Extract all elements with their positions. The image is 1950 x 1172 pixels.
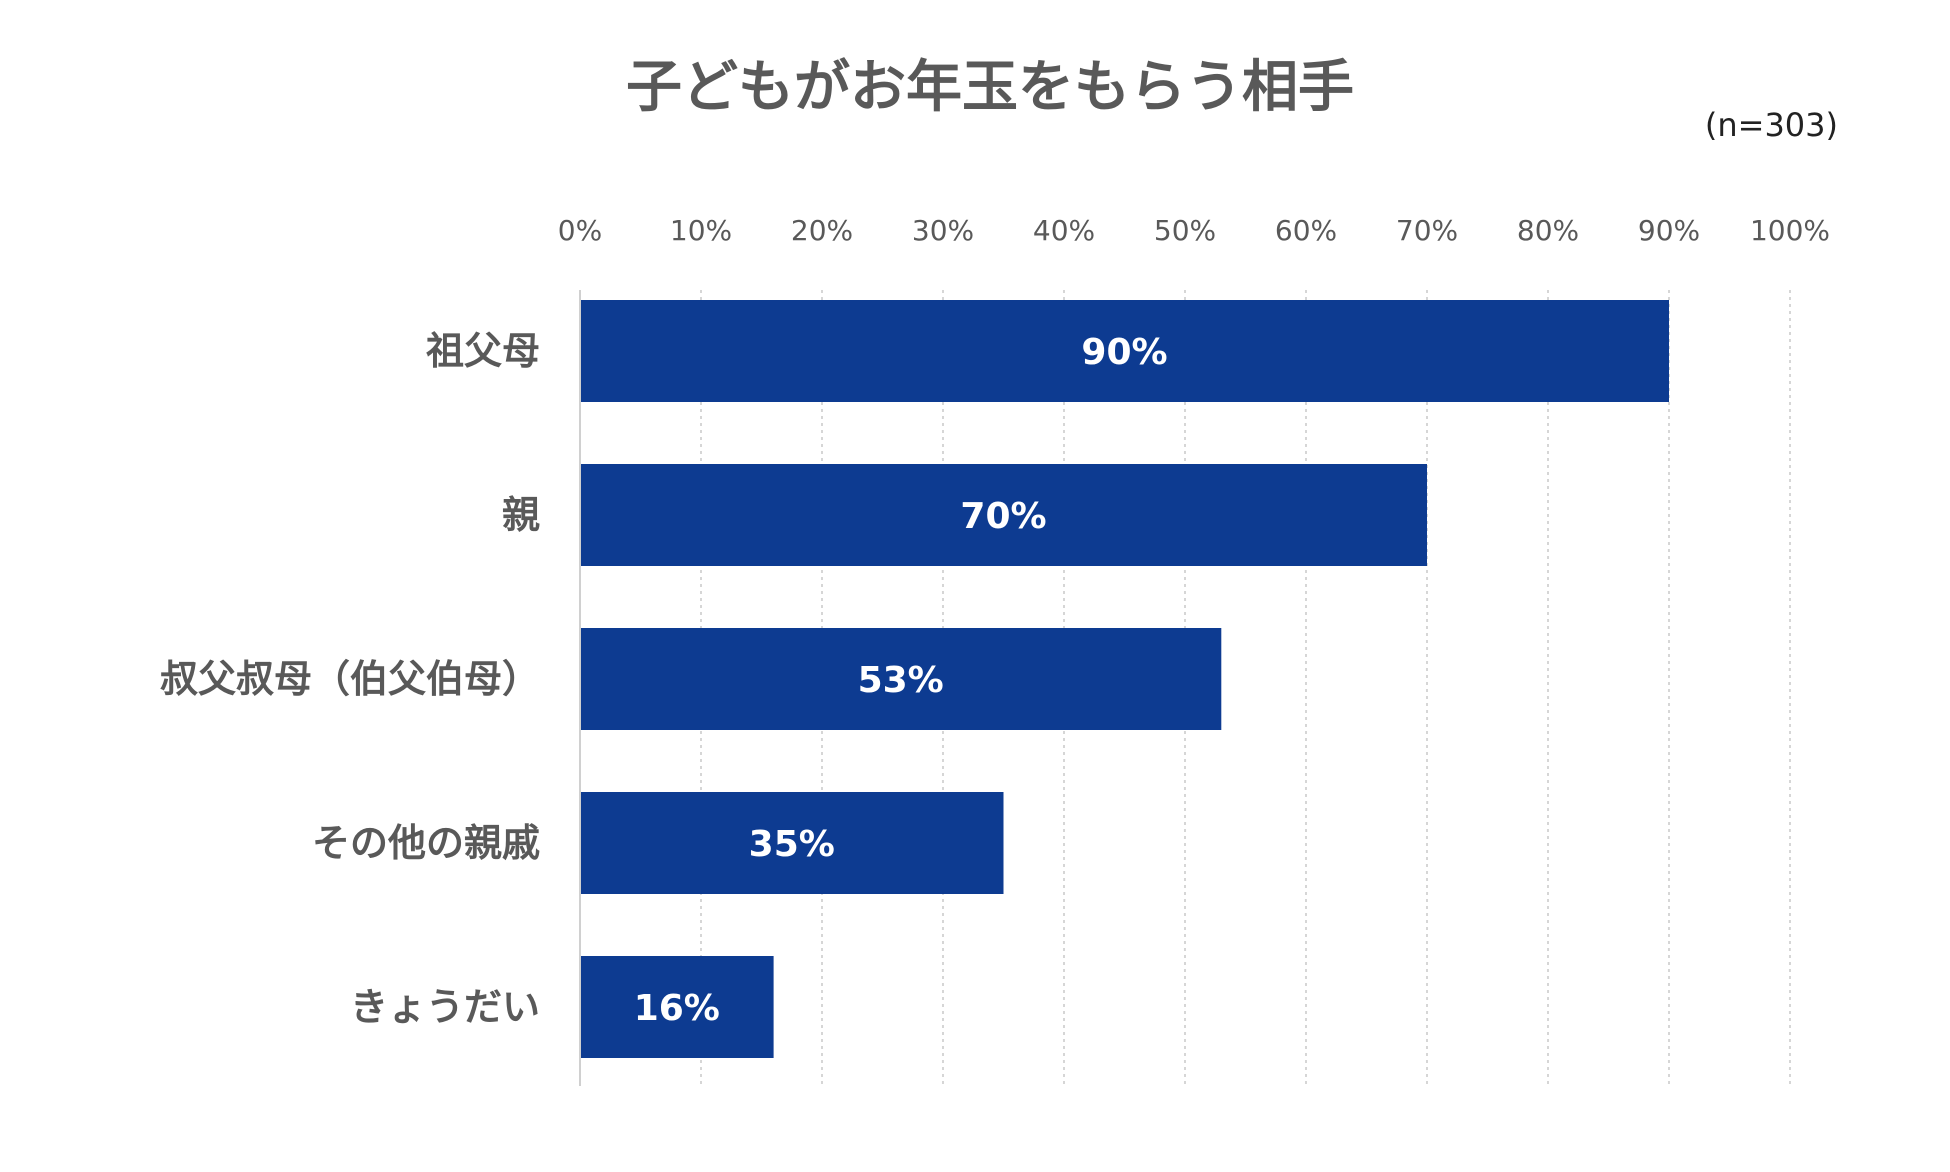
data-label: 35%	[749, 824, 835, 865]
chart-title: 子どもがお年玉をもらう相手	[626, 55, 1354, 120]
x-tick-label: 60%	[1275, 214, 1337, 247]
x-tick-label: 100%	[1750, 214, 1830, 247]
x-tick-label: 80%	[1517, 214, 1579, 247]
x-tick-label: 40%	[1033, 214, 1095, 247]
x-tick-label: 20%	[791, 214, 853, 247]
value-labels: 90% 70% 53% 35% 16%	[634, 332, 1168, 1029]
data-label: 70%	[960, 496, 1046, 537]
data-label: 16%	[634, 988, 720, 1029]
category-label: きょうだい	[350, 985, 540, 1029]
bar	[580, 628, 1222, 730]
x-tick-label: 10%	[670, 214, 732, 247]
bar	[580, 464, 1427, 566]
x-tick-label: 90%	[1638, 214, 1700, 247]
x-tick-label: 70%	[1396, 214, 1458, 247]
category-label: 親	[502, 493, 540, 537]
x-axis-ticks: 0% 10% 20% 30% 40% 50% 60% 70% 80% 90% 100%	[558, 214, 1830, 247]
category-label: 叔父叔母（伯父伯母）	[160, 657, 540, 701]
category-label: 祖父母	[426, 329, 540, 373]
x-tick-label: 0%	[558, 214, 602, 247]
data-label: 53%	[858, 660, 944, 701]
bars	[580, 300, 1669, 1058]
x-tick-label: 50%	[1154, 214, 1216, 247]
bar	[580, 792, 1004, 894]
data-label: 90%	[1081, 332, 1167, 373]
sample-size-label: (n=303)	[1705, 106, 1838, 144]
category-label: その他の親戚	[312, 821, 540, 865]
bar	[580, 300, 1669, 402]
x-tick-label: 30%	[912, 214, 974, 247]
bar	[580, 956, 774, 1058]
